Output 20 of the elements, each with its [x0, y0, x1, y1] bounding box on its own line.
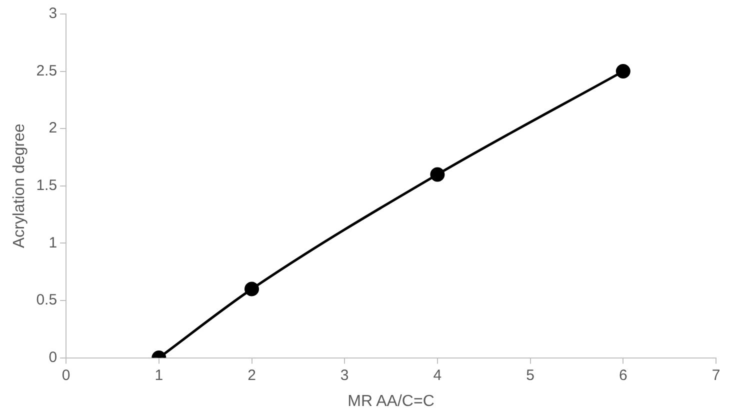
- x-tick-label: 2: [248, 366, 256, 384]
- x-tick-label: 6: [618, 366, 628, 384]
- point: [244, 282, 259, 296]
- x-tick-label: 0: [62, 366, 70, 384]
- x-tick-label: 3: [340, 366, 349, 384]
- x-tick-label: 1: [154, 366, 164, 384]
- point: [430, 167, 445, 182]
- y-tick-label: 2.5: [36, 62, 58, 80]
- y-tick-label: 1: [48, 234, 58, 252]
- x-tick-label: 7: [712, 366, 720, 384]
- x-tick-label: 5: [526, 366, 534, 384]
- y-tick-label: 3: [48, 5, 58, 22]
- y-tick-label: 1.5: [36, 177, 58, 194]
- point: [616, 64, 630, 79]
- x-tick-label: 4: [433, 366, 442, 384]
- y-tick-label: 0.5: [36, 292, 58, 309]
- y-tick-label: 0: [48, 348, 58, 366]
- y-tick-label: 2: [48, 120, 58, 137]
- x-axis-title: MR AA/C=C: [348, 392, 434, 410]
- y-axis-title: Acrylation degree: [11, 124, 28, 248]
